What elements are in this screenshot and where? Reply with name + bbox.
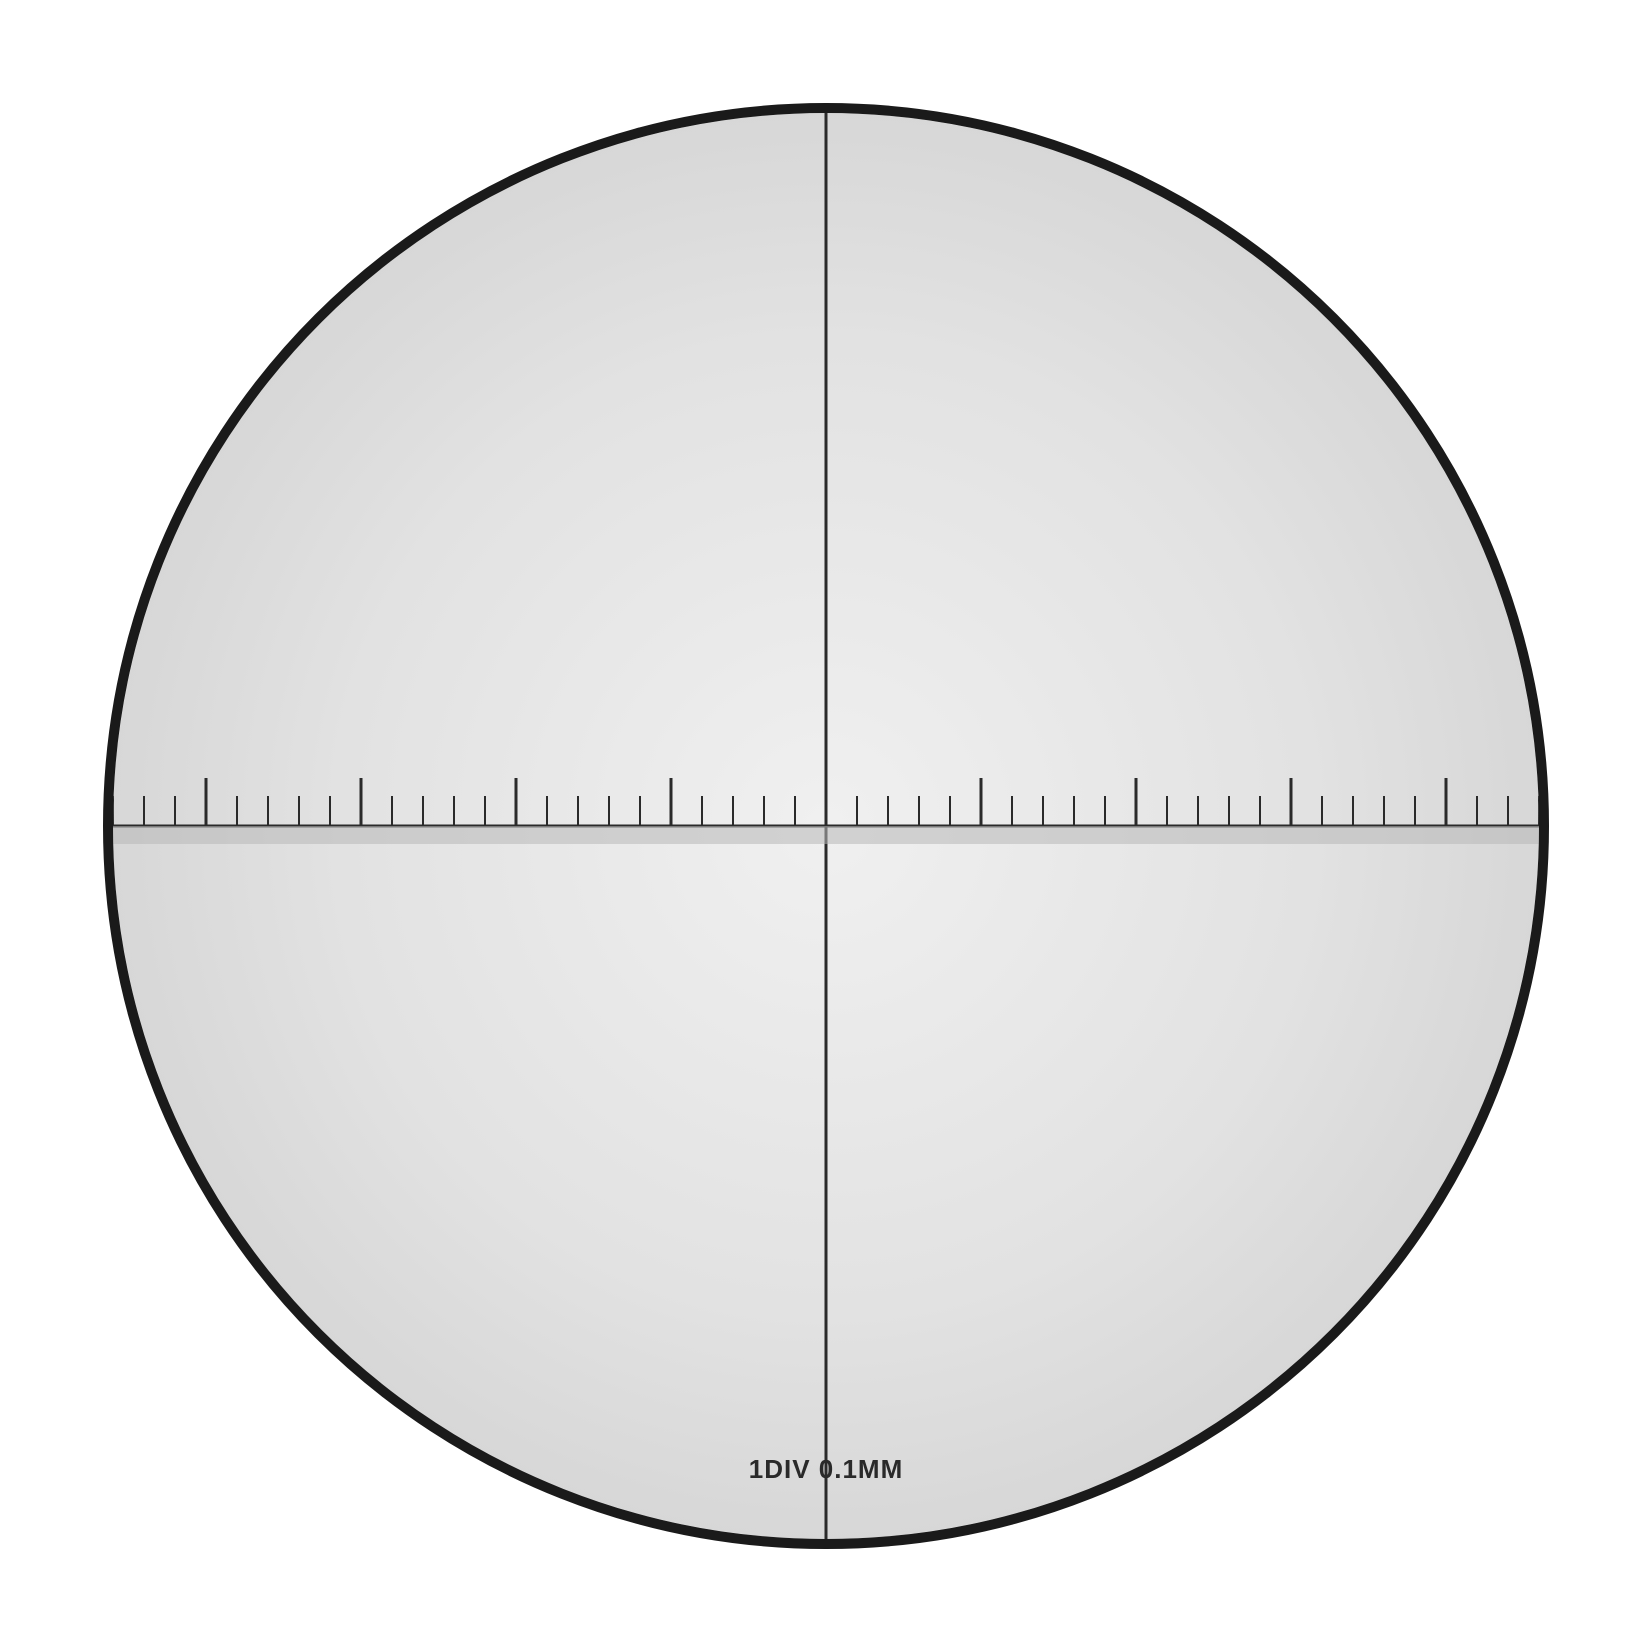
reticle-diagram: 51015510151DIV 0.1MM <box>0 0 1652 1652</box>
scale-band <box>0 826 1652 844</box>
scale-caption: 1DIV 0.1MM <box>749 1454 904 1484</box>
scale-label: 5 <box>1594 735 1607 762</box>
scale-label: 5 <box>44 735 57 762</box>
